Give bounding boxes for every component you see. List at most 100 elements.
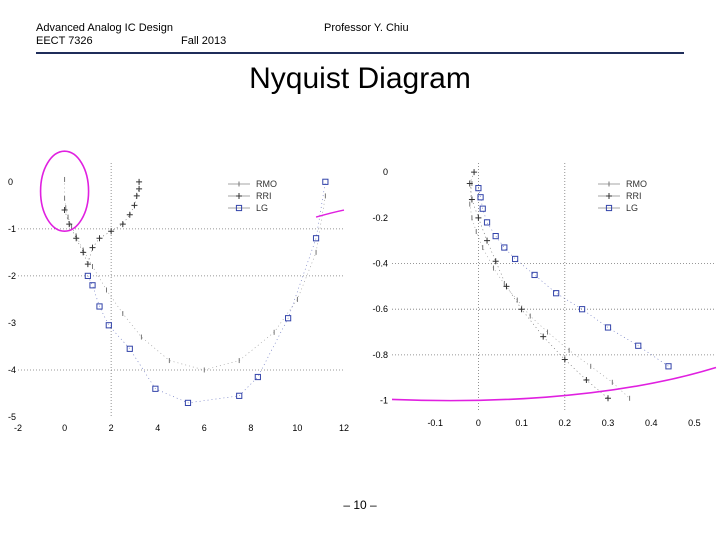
point-rri bbox=[80, 249, 87, 256]
legend-label-rri: RRI bbox=[626, 191, 642, 201]
x-tick-label: 10 bbox=[292, 423, 302, 433]
x-tick-label: 2 bbox=[109, 423, 114, 433]
legend-label-rmo: RMO bbox=[626, 179, 647, 189]
course-code: EECT 7326 bbox=[36, 35, 93, 47]
x-tick-label: 0.1 bbox=[515, 418, 528, 428]
point-lg bbox=[312, 235, 320, 242]
x-tick-label: 0.3 bbox=[602, 418, 615, 428]
x-tick-label: 0 bbox=[476, 418, 481, 428]
magenta-unit-circle-arc bbox=[391, 366, 717, 402]
point-lg bbox=[578, 306, 586, 313]
point-lg bbox=[665, 363, 672, 370]
point-lg bbox=[96, 303, 103, 310]
point-rri bbox=[471, 169, 478, 176]
y-tick-label: 0 bbox=[8, 177, 13, 187]
point-rri bbox=[492, 258, 499, 265]
x-tick-label: 0 bbox=[62, 423, 67, 433]
legend-marker-rri bbox=[236, 193, 242, 199]
point-rri bbox=[583, 377, 590, 384]
point-rri bbox=[66, 221, 73, 228]
x-tick-label: 0.5 bbox=[688, 418, 701, 428]
x-tick-label: 0.4 bbox=[645, 418, 658, 428]
point-lg bbox=[285, 315, 292, 322]
x-tick-label: -2 bbox=[14, 423, 22, 433]
professor-name: Professor Y. Chiu bbox=[324, 22, 409, 34]
point-lg bbox=[531, 271, 538, 279]
legend-label-rri: RRI bbox=[256, 191, 272, 201]
point-lg bbox=[84, 272, 91, 279]
legend-label-rmo: RMO bbox=[256, 179, 277, 189]
point-lg bbox=[553, 290, 560, 297]
x-tick-label: -0.1 bbox=[427, 418, 443, 428]
y-tick-label: -1 bbox=[380, 396, 388, 406]
point-lg bbox=[152, 385, 159, 392]
point-rri bbox=[518, 306, 525, 313]
y-tick-label: -5 bbox=[8, 412, 16, 422]
course-term: Fall 2013 bbox=[181, 35, 227, 47]
point-rri bbox=[605, 395, 611, 402]
point-rri bbox=[466, 180, 473, 187]
point-rri bbox=[136, 185, 143, 192]
point-rri bbox=[561, 356, 568, 363]
point-rri bbox=[119, 221, 126, 228]
y-tick-label: 0 bbox=[383, 167, 388, 177]
legend-marker-rri bbox=[606, 193, 612, 199]
point-rri bbox=[84, 261, 91, 268]
y-tick-label: -0.6 bbox=[372, 304, 388, 314]
point-rri bbox=[540, 333, 547, 340]
y-tick-label: -3 bbox=[8, 318, 16, 328]
series-line-lg bbox=[478, 188, 669, 367]
y-tick-label: -2 bbox=[8, 271, 16, 281]
point-rri bbox=[468, 196, 475, 203]
point-rri bbox=[133, 192, 140, 199]
point-lg bbox=[254, 373, 261, 381]
x-tick-label: 4 bbox=[155, 423, 160, 433]
y-tick-label: -1 bbox=[8, 224, 16, 234]
magenta-highlight-ellipse bbox=[39, 150, 90, 233]
x-tick-label: 8 bbox=[248, 423, 253, 433]
point-rri bbox=[73, 235, 80, 242]
point-lg bbox=[89, 282, 96, 289]
point-rri bbox=[96, 235, 103, 242]
header-rule bbox=[36, 52, 684, 54]
y-tick-label: -0.2 bbox=[372, 213, 388, 223]
x-tick-label: 6 bbox=[202, 423, 207, 433]
series-line-rmo bbox=[469, 183, 630, 399]
course-name: Advanced Analog IC Design bbox=[36, 22, 173, 34]
slide-title: Nyquist Diagram bbox=[249, 62, 471, 95]
point-lg bbox=[501, 244, 508, 251]
legend-label-lg: LG bbox=[626, 203, 638, 213]
point-lg bbox=[635, 342, 642, 349]
legend-label-lg: LG bbox=[256, 203, 268, 213]
point-lg bbox=[492, 233, 499, 240]
y-tick-label: -0.4 bbox=[372, 259, 388, 269]
point-rri bbox=[503, 283, 510, 290]
point-rri bbox=[484, 237, 491, 244]
y-tick-label: -0.8 bbox=[372, 350, 388, 360]
point-rri bbox=[108, 228, 115, 235]
point-lg bbox=[184, 399, 192, 406]
point-lg bbox=[477, 194, 484, 201]
point-lg bbox=[105, 322, 112, 329]
series-line-rri bbox=[469, 171, 609, 399]
x-tick-label: 12 bbox=[339, 423, 349, 433]
point-lg bbox=[126, 345, 133, 352]
point-rri bbox=[131, 202, 138, 209]
magenta-arc-left bbox=[315, 209, 345, 218]
point-rri bbox=[126, 211, 133, 218]
point-lg bbox=[479, 205, 486, 212]
y-tick-label: -4 bbox=[8, 365, 16, 375]
x-tick-label: 0.2 bbox=[559, 418, 572, 428]
point-lg bbox=[475, 185, 482, 192]
point-lg bbox=[236, 392, 243, 399]
point-lg bbox=[483, 219, 491, 226]
point-rri bbox=[89, 244, 96, 251]
legend-marker-lg bbox=[605, 204, 613, 212]
point-rri bbox=[475, 214, 482, 221]
legend-marker-lg bbox=[235, 204, 243, 212]
point-lg bbox=[322, 178, 329, 185]
point-rri bbox=[61, 207, 68, 214]
point-rri bbox=[136, 178, 143, 185]
